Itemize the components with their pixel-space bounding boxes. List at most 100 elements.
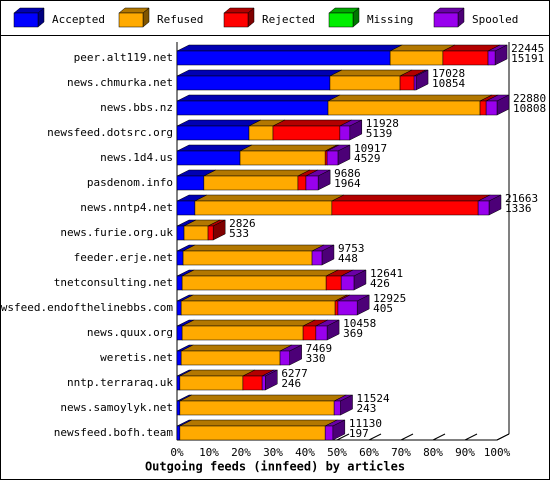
bar (442, 50, 489, 66)
bar (261, 375, 266, 391)
bar (333, 400, 341, 416)
bar-top (182, 269, 339, 277)
bar-top (179, 369, 256, 377)
legend-swatch (223, 12, 249, 28)
legend-swatch (118, 12, 144, 28)
value-label: 7469 (306, 342, 333, 355)
bar-top (176, 94, 341, 102)
bar (327, 100, 481, 116)
bar (179, 375, 244, 391)
value-label: 197 (349, 427, 369, 440)
value-label: 22880 (513, 92, 546, 105)
x-tick (368, 433, 382, 441)
bar (176, 225, 185, 241)
bar (331, 200, 479, 216)
bar (487, 50, 496, 66)
bar (176, 325, 183, 341)
y-tick-label: newsfeed.endofthelinebbs.com (0, 301, 173, 314)
value-label: 9753 (338, 242, 365, 255)
bar (311, 250, 323, 266)
bar (176, 50, 391, 66)
bar (324, 425, 334, 441)
bar-top (176, 69, 343, 77)
bar (248, 125, 274, 141)
bar (183, 225, 209, 241)
bar-top (272, 119, 352, 127)
bar (325, 275, 342, 291)
y-tick-label: pasdenom.info (87, 176, 173, 189)
bar (272, 125, 341, 141)
bar (176, 425, 181, 441)
y-tick-label: nntp.terraraq.uk (67, 376, 173, 389)
bar (485, 100, 498, 116)
value-label: 21663 (505, 192, 538, 205)
x-tick (464, 433, 478, 441)
bar (176, 100, 329, 116)
legend-label: Rejected (262, 13, 315, 26)
bar (324, 150, 328, 166)
value-label: 12925 (373, 292, 406, 305)
value-label: 11524 (357, 392, 390, 405)
value-label: 426 (370, 277, 390, 290)
value-label: 10917 (354, 142, 387, 155)
bar (340, 275, 355, 291)
bar (180, 300, 336, 316)
bar (176, 275, 183, 291)
bar (399, 75, 415, 91)
y-tick-label: news.chmurka.net (67, 76, 173, 89)
bar (176, 400, 181, 416)
y-tick-label: news.samoylyk.net (60, 401, 173, 414)
value-label: 9686 (334, 167, 361, 180)
value-label: 12641 (370, 267, 403, 280)
bar (176, 175, 205, 191)
bar (176, 350, 182, 366)
bar (297, 175, 307, 191)
bar (389, 50, 444, 66)
x-tick (432, 433, 446, 441)
x-tick-label: 60% (359, 446, 379, 459)
bar (339, 125, 351, 141)
bar (477, 200, 490, 216)
value-label: 5139 (366, 127, 393, 140)
value-label: 10854 (432, 77, 465, 90)
value-label: 2826 (229, 217, 256, 230)
bar (176, 150, 241, 166)
value-label: 1336 (505, 202, 532, 215)
x-tick-label: 40% (295, 446, 315, 459)
bar-top (203, 169, 311, 177)
x-tick-label: 30% (263, 446, 283, 459)
bar (179, 400, 335, 416)
bar-top (176, 119, 262, 127)
value-label: 17028 (432, 67, 465, 80)
value-label: 11928 (366, 117, 399, 130)
value-label: 22445 (511, 42, 544, 55)
bar (334, 300, 339, 316)
y-tick-label: news.bbs.nz (100, 101, 173, 114)
bar-top (194, 194, 344, 202)
bar (181, 325, 304, 341)
bar (315, 325, 328, 341)
bar (181, 275, 327, 291)
bar (180, 350, 281, 366)
bar (207, 225, 214, 241)
bar (203, 175, 299, 191)
value-label: 243 (357, 402, 377, 415)
bar-top (182, 244, 325, 252)
bar-top (327, 94, 493, 102)
bar (176, 375, 181, 391)
y-tick-label: newsfeed.bofh.team (54, 426, 174, 439)
bar (329, 75, 401, 91)
bar (176, 75, 331, 91)
y-tick-label: feeder.erje.net (74, 251, 173, 264)
bar (239, 150, 326, 166)
bar (302, 325, 317, 341)
x-tick (496, 433, 510, 441)
x-tick-label: 10% (199, 446, 219, 459)
bar (413, 75, 417, 91)
x-tick-label: 20% (231, 446, 251, 459)
bar-top (181, 294, 348, 302)
legend-label: Missing (367, 13, 413, 26)
value-label: 246 (281, 377, 301, 390)
bar (176, 250, 184, 266)
